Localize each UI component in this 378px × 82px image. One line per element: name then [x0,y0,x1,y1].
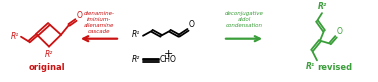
Text: dienamine-
iminium-
allenamine
cascade: dienamine- iminium- allenamine cascade [84,11,115,34]
Text: R¹: R¹ [306,62,315,71]
Text: original: original [29,63,65,72]
Text: R²: R² [318,2,327,11]
Text: R²: R² [45,50,53,59]
Text: deconjugative
aldol
condensation: deconjugative aldol condensation [225,11,263,28]
Text: CHO: CHO [160,55,177,64]
Text: R¹: R¹ [132,30,140,39]
Text: +: + [163,49,173,59]
Text: O: O [337,27,343,36]
Text: R²: R² [132,55,140,64]
Text: R¹: R¹ [11,32,19,41]
Text: O: O [76,10,82,20]
Text: O: O [189,20,195,29]
Text: revised: revised [318,63,353,72]
